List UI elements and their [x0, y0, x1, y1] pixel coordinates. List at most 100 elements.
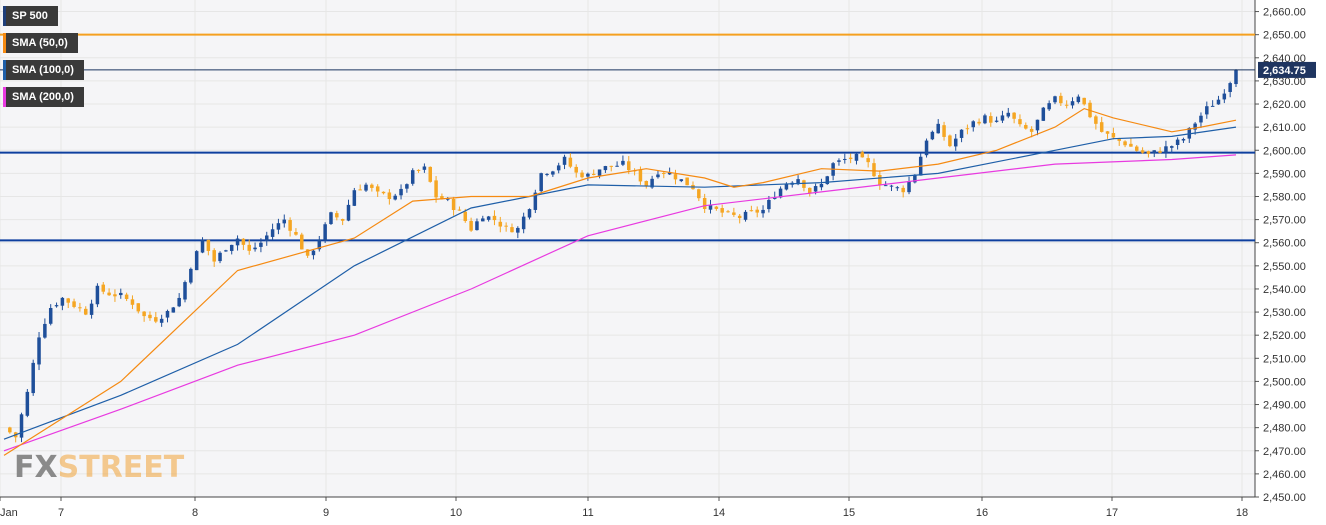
candle-body: [370, 184, 374, 188]
y-tick-label: 2,500.00: [1263, 376, 1306, 388]
candle-body: [8, 427, 12, 433]
candle-body: [1012, 112, 1016, 119]
candle-body: [498, 221, 503, 227]
candle-body: [60, 297, 65, 306]
candle-body: [761, 209, 765, 214]
x-tick-label: 15: [843, 507, 855, 519]
candle-body: [1134, 146, 1139, 151]
sma50-line: [3, 107, 1237, 456]
legend-swatch: [3, 60, 6, 80]
candle-body: [440, 196, 444, 200]
candle-body: [1175, 139, 1180, 145]
watermark-fx: FX: [14, 450, 58, 485]
candle-body: [895, 187, 900, 189]
y-tick-label: 2,520.00: [1263, 330, 1306, 342]
candle-body: [860, 152, 865, 158]
candle-body: [124, 294, 129, 299]
candle-body: [936, 123, 940, 134]
candle-body: [1076, 96, 1081, 103]
candle-body: [1053, 96, 1057, 103]
sma200-line: [3, 154, 1237, 452]
legend-item[interactable]: SMA (200,0): [3, 87, 84, 107]
candle-body: [300, 234, 304, 250]
candle-body: [889, 185, 894, 187]
candle-body: [778, 188, 783, 198]
candle-body: [866, 158, 870, 163]
candle-body: [451, 198, 456, 211]
candle-body: [989, 116, 993, 123]
candle-body: [253, 247, 257, 250]
candle-body: [393, 195, 397, 200]
candle-body: [837, 160, 841, 162]
legend-item[interactable]: SP 500: [3, 6, 58, 26]
y-tick-label: 2,620.00: [1263, 99, 1306, 111]
candle-body: [697, 189, 701, 199]
candle-body: [1029, 128, 1034, 132]
legend-item[interactable]: SMA (100,0): [3, 60, 84, 80]
candle-body: [294, 232, 298, 235]
candle-body: [1199, 115, 1203, 123]
last-price-badge: [1258, 61, 1316, 78]
candle-body: [580, 172, 584, 178]
candle-body: [685, 177, 689, 186]
candle-body: [43, 323, 47, 338]
candle-body: [224, 250, 228, 252]
candle-body: [148, 314, 152, 319]
candle-body: [1170, 146, 1174, 148]
x-tick-label: 18: [1236, 507, 1248, 519]
legend-swatch: [3, 33, 6, 53]
candle-body: [410, 170, 415, 184]
y-tick-label: 2,530.00: [1263, 307, 1306, 319]
candle-body: [539, 173, 543, 192]
candle-body: [235, 238, 240, 246]
candle-body: [983, 115, 987, 124]
y-tick-label: 2,470.00: [1263, 446, 1306, 458]
candle-body: [428, 166, 432, 182]
candle-body: [843, 158, 847, 160]
candle-body: [883, 185, 888, 187]
candle-body: [591, 173, 596, 175]
fxstreet-watermark: FXSTREET: [14, 450, 184, 485]
candle-body: [808, 187, 812, 194]
candle-body: [31, 362, 35, 394]
candle-body: [1064, 104, 1069, 106]
candle-body: [819, 184, 824, 188]
y-tick-label: 2,550.00: [1263, 261, 1306, 273]
candle-body: [434, 180, 438, 198]
legend-label: SP 500: [12, 10, 48, 22]
candle-body: [130, 299, 135, 305]
candle-body: [189, 268, 193, 283]
y-tick-label: 2,650.00: [1263, 30, 1306, 42]
candle-body: [206, 239, 211, 251]
candle-body: [165, 310, 170, 318]
candle-body: [19, 414, 24, 438]
candle-body: [737, 215, 742, 219]
x-tick-label: 9: [323, 507, 329, 519]
candle-body: [656, 174, 660, 178]
candle-body: [311, 250, 316, 256]
candle-body: [1117, 138, 1121, 141]
candle-body: [586, 173, 590, 177]
candle-body: [848, 157, 853, 160]
candle-body: [907, 181, 911, 193]
candle-body: [615, 165, 619, 167]
candle-body: [562, 156, 567, 165]
candle-body: [469, 220, 473, 231]
legend-item[interactable]: SMA (50,0): [3, 33, 78, 53]
x-tick-label: 8: [192, 507, 198, 519]
candle-body: [25, 391, 30, 416]
candle-body: [113, 294, 117, 297]
candle-body: [953, 138, 958, 147]
candle-body: [872, 163, 876, 177]
candle-body: [270, 229, 275, 237]
candle-body: [971, 121, 976, 128]
candle-body: [276, 223, 281, 230]
x-tick-label: 10: [450, 507, 462, 519]
candle-body: [66, 298, 70, 303]
candle-body: [492, 215, 497, 221]
y-tick-label: 2,490.00: [1263, 400, 1306, 412]
candle-body: [1105, 131, 1110, 134]
legend-label: SMA (200,0): [12, 91, 74, 103]
candle-body: [802, 180, 806, 188]
